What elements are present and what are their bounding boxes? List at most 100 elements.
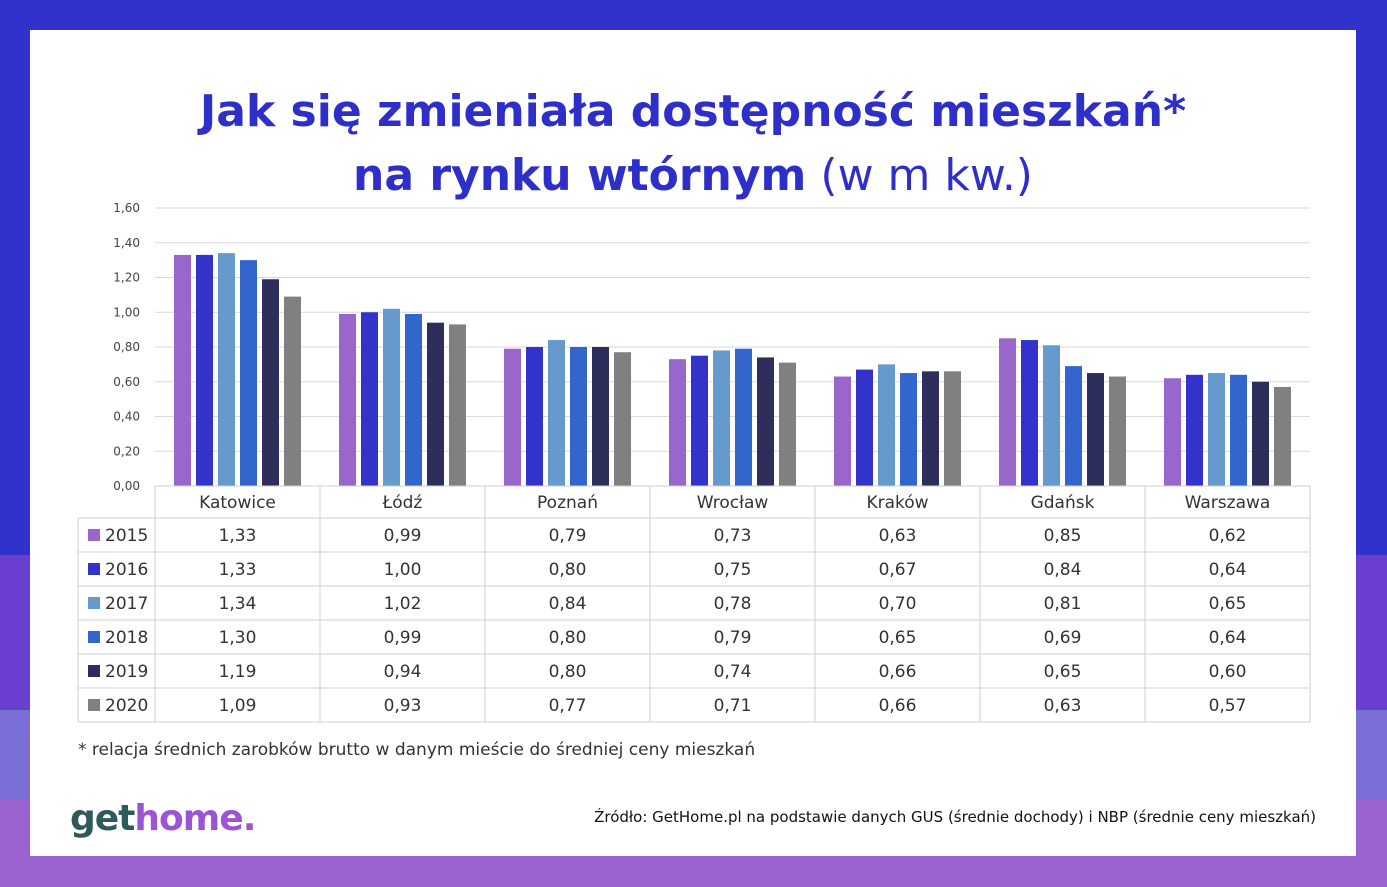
bar <box>339 313 356 486</box>
bar <box>779 362 796 486</box>
table-cell: 1,33 <box>219 560 257 580</box>
bar <box>284 296 301 486</box>
gethome-logo: gethome. <box>70 798 256 839</box>
legend-label: 2017 <box>105 594 148 614</box>
bar <box>757 357 774 486</box>
table-cell: 0,75 <box>714 560 752 580</box>
chart-card: Jak się zmieniała dostępność mieszkań* n… <box>30 30 1356 856</box>
category-label: Łódź <box>382 493 423 513</box>
table-cell: 0,63 <box>879 526 917 546</box>
table-cell: 0,65 <box>1209 594 1247 614</box>
table-cell: 0,64 <box>1209 628 1247 648</box>
bar <box>735 348 752 486</box>
bar <box>669 359 686 486</box>
bar <box>548 340 565 486</box>
bar <box>999 338 1016 486</box>
bar <box>1164 378 1181 486</box>
bar <box>1274 386 1291 486</box>
bar <box>1252 381 1269 486</box>
table-cell: 0,93 <box>384 696 422 716</box>
title-line-1: Jak się zmieniała dostępność mieszkań* <box>199 86 1187 137</box>
bar <box>427 322 444 486</box>
logo-home: home. <box>134 798 256 839</box>
bar <box>1208 373 1225 486</box>
table-cell: 1,19 <box>219 662 257 682</box>
table-cell: 1,30 <box>219 628 257 648</box>
table-cell: 0,69 <box>1044 628 1082 648</box>
y-tick-label: 1,60 <box>113 201 140 215</box>
table-cell: 0,94 <box>384 662 422 682</box>
bar <box>878 364 895 486</box>
bar <box>1109 376 1126 486</box>
legend-swatch <box>88 529 100 541</box>
title-unit: (w m kw.) <box>820 150 1033 201</box>
legend-label: 2015 <box>105 526 148 546</box>
table-cell: 0,65 <box>879 628 917 648</box>
bar <box>1021 340 1038 486</box>
table-cell: 1,00 <box>384 560 422 580</box>
bar <box>1043 345 1060 486</box>
legend-swatch <box>88 631 100 643</box>
legend-label: 2020 <box>105 696 148 716</box>
table-cell: 0,74 <box>714 662 752 682</box>
table-cell: 1,02 <box>384 594 422 614</box>
table-cell: 0,79 <box>714 628 752 648</box>
table-cell: 0,78 <box>714 594 752 614</box>
table-cell: 0,71 <box>714 696 752 716</box>
table-cell: 0,80 <box>549 560 587 580</box>
table-cell: 0,81 <box>1044 594 1082 614</box>
table-cell: 0,84 <box>549 594 587 614</box>
legend-label: 2019 <box>105 662 148 682</box>
table-cell: 0,66 <box>879 662 917 682</box>
bar <box>922 371 939 486</box>
y-tick-label: 0,40 <box>113 410 140 424</box>
table-cell: 0,79 <box>549 526 587 546</box>
legend-label: 2016 <box>105 560 148 580</box>
bar <box>383 308 400 486</box>
table-cell: 0,70 <box>879 594 917 614</box>
bar <box>614 352 631 486</box>
table-cell: 0,57 <box>1209 696 1247 716</box>
y-tick-label: 1,40 <box>113 236 140 250</box>
category-label: Poznań <box>537 493 598 513</box>
table-cell: 0,60 <box>1209 662 1247 682</box>
table-cell: 0,80 <box>549 628 587 648</box>
bar <box>944 371 961 486</box>
y-tick-label: 1,20 <box>113 271 140 285</box>
y-tick-label: 0,60 <box>113 375 140 389</box>
bar <box>174 254 191 486</box>
bar <box>526 347 543 486</box>
table-cell: 1,34 <box>219 594 257 614</box>
bar-chart: 0,00 0,20 0,40 0,60 0,80 1,00 1,20 1,40 1,60 Kato… <box>77 201 1311 723</box>
source-note: Źródło: GetHome.pl na podstawie danych G… <box>594 808 1316 826</box>
table-cell: 0,66 <box>879 696 917 716</box>
legend-swatch <box>88 597 100 609</box>
category-label: Wrocław <box>697 493 769 513</box>
title-line-2: na rynku wtórnym (w m kw.) <box>30 144 1356 208</box>
logo-get: get <box>70 798 135 839</box>
bar <box>900 373 917 486</box>
table-cell: 0,80 <box>549 662 587 682</box>
y-tick-label: 0,80 <box>113 340 140 354</box>
bar <box>504 348 521 486</box>
table-cell: 0,85 <box>1044 526 1082 546</box>
table-cell: 1,09 <box>219 696 257 716</box>
table-cell: 0,77 <box>549 696 587 716</box>
bar <box>1186 374 1203 486</box>
bar <box>449 324 466 486</box>
table-cell: 0,63 <box>1044 696 1082 716</box>
bar <box>196 254 213 486</box>
legend-swatch <box>88 563 100 575</box>
legend-swatch <box>88 665 100 677</box>
y-tick-label: 1,00 <box>113 305 140 319</box>
table-cell: 0,62 <box>1209 526 1247 546</box>
bar <box>713 350 730 486</box>
table-cell: 0,64 <box>1209 560 1247 580</box>
table-cell: 0,99 <box>384 526 422 546</box>
bar <box>1065 366 1082 486</box>
table-cell: 0,67 <box>879 560 917 580</box>
table-cell: 0,99 <box>384 628 422 648</box>
bar <box>592 347 609 486</box>
category-label: Katowice <box>199 493 276 513</box>
y-tick-label: 0,00 <box>113 479 140 493</box>
